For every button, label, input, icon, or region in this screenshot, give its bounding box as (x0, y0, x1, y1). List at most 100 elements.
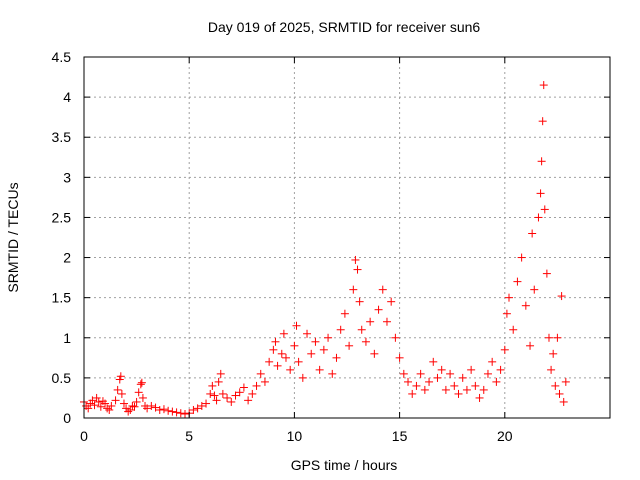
data-point (117, 389, 126, 398)
x-tick-label: 20 (497, 428, 513, 444)
data-point (462, 385, 471, 394)
data-point (526, 341, 535, 350)
data-point (412, 381, 421, 390)
data-point (547, 365, 556, 374)
data-point (159, 405, 168, 414)
data-point (374, 305, 383, 314)
data-point (450, 381, 459, 390)
data-point (101, 399, 110, 408)
data-point (513, 277, 522, 286)
data-point (210, 391, 219, 400)
data-point (138, 393, 147, 402)
data-point (273, 361, 282, 370)
data-point (202, 399, 211, 408)
data-point (88, 396, 97, 405)
data-point (298, 373, 307, 382)
data-point (561, 377, 570, 386)
data-point (395, 353, 404, 362)
data-point (382, 317, 391, 326)
data-point (433, 373, 442, 382)
y-tick-label: 1 (63, 330, 71, 346)
data-point (340, 309, 349, 318)
data-point (193, 404, 202, 413)
y-tick-label: 0 (63, 410, 71, 426)
data-point (206, 389, 215, 398)
data-point (416, 369, 425, 378)
data-point (168, 407, 177, 416)
y-tick-label: 3 (63, 169, 71, 185)
data-point (143, 404, 152, 413)
data-point (351, 255, 360, 264)
data-point (128, 401, 137, 410)
data-point (557, 292, 566, 301)
data-point (227, 397, 236, 406)
data-point (256, 369, 265, 378)
x-tick-label: 0 (80, 428, 88, 444)
data-point (425, 377, 434, 386)
data-point (539, 81, 548, 90)
data-point (147, 401, 156, 410)
data-point (231, 391, 240, 400)
data-point (530, 285, 539, 294)
data-point (542, 269, 551, 278)
data-point (260, 377, 269, 386)
data-point (517, 253, 526, 262)
data-point (319, 345, 328, 354)
data-point (399, 369, 408, 378)
data-point (307, 349, 316, 358)
data-point (134, 388, 143, 397)
y-axis-label: SRMTID / TECUs (5, 182, 21, 292)
data-point (218, 389, 227, 398)
data-point (137, 378, 146, 387)
data-point (355, 297, 364, 306)
data-point (271, 337, 280, 346)
data-point (429, 357, 438, 366)
data-point (536, 189, 545, 198)
data-point (292, 321, 301, 330)
data-point (189, 405, 198, 414)
data-point (488, 357, 497, 366)
data-point (349, 285, 358, 294)
data-point (357, 325, 366, 334)
data-point (391, 333, 400, 342)
y-tick-label: 2 (63, 250, 71, 266)
x-tick-label: 5 (185, 428, 193, 444)
data-point (281, 353, 290, 362)
data-point (496, 365, 505, 374)
y-tick-label: 4 (63, 89, 71, 105)
data-point (454, 389, 463, 398)
data-point (534, 213, 543, 222)
data-point (176, 409, 185, 418)
data-point (505, 293, 514, 302)
data-point (420, 385, 429, 394)
data-point (96, 402, 105, 411)
data-point (180, 409, 189, 418)
data-point (290, 341, 299, 350)
data-point (538, 117, 547, 126)
y-tick-label: 2.5 (52, 209, 72, 225)
y-tick-label: 3.5 (52, 129, 72, 145)
plot-frame (83, 56, 611, 419)
data-point (269, 345, 278, 354)
data-point (252, 381, 261, 390)
data-point (551, 381, 560, 390)
data-point (84, 404, 93, 413)
data-point (115, 375, 124, 384)
data-point (130, 402, 139, 411)
chart-title: Day 019 of 2025, SRMTID for receiver sun… (208, 19, 481, 35)
data-point (265, 357, 274, 366)
data-point (528, 229, 537, 238)
data-point (279, 329, 288, 338)
data-point (90, 401, 99, 410)
data-point (458, 373, 467, 382)
data-point (332, 353, 341, 362)
data-point (197, 401, 206, 410)
data-point (353, 265, 362, 274)
data-point (94, 397, 103, 406)
data-point (537, 157, 546, 166)
data-point (132, 397, 141, 406)
data-point (404, 377, 413, 386)
data-point (549, 349, 558, 358)
tick-layer: 0 5 10 15 20 0 0.5 1 1.5 2 2.5 3 3.5 4 4.5 (52, 49, 610, 444)
data-points (80, 81, 570, 418)
